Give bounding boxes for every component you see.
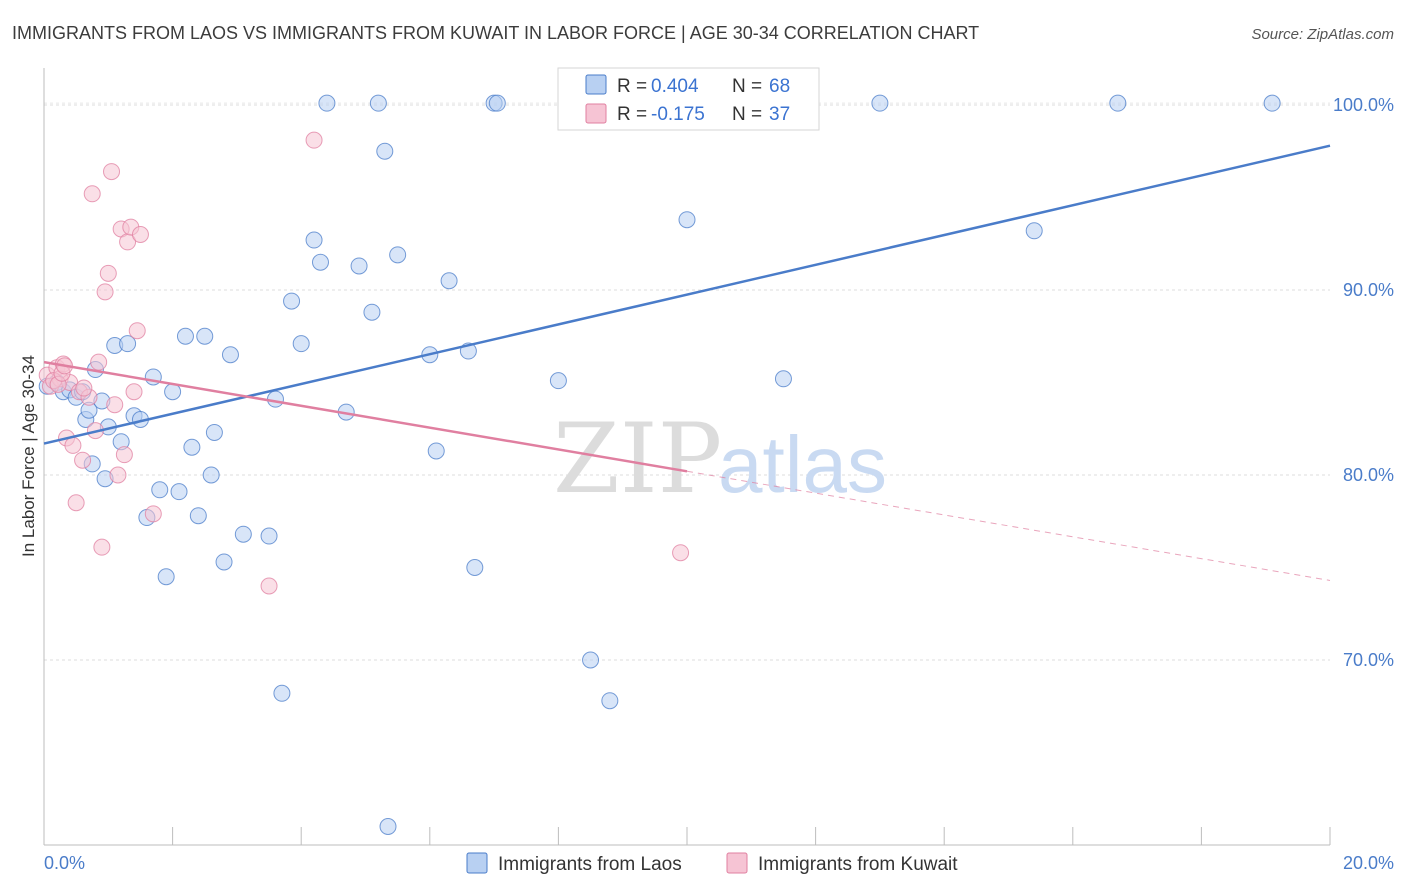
bottom-legend-swatch-kuwait [726, 852, 748, 874]
legend-n-value-kuwait: 37 [769, 104, 790, 125]
point-laos [549, 372, 567, 390]
legend-n-label-laos: N = [732, 76, 762, 97]
point-laos [266, 390, 284, 408]
gridlines [44, 102, 1330, 661]
point-kuwait [106, 396, 124, 414]
point-laos [871, 94, 889, 112]
point-laos [466, 559, 484, 576]
point-laos [215, 553, 233, 571]
point-kuwait [131, 226, 149, 243]
bottom-legend-label-laos: Immigrants from Laos [498, 854, 682, 875]
point-laos [189, 507, 207, 525]
x-tick-label-max: 20.0% [1343, 853, 1394, 873]
point-kuwait [109, 466, 127, 484]
legend-swatch-laos [585, 74, 607, 95]
point-laos [205, 423, 223, 441]
point-kuwait [74, 451, 92, 469]
trend-line-laos [43, 144, 1331, 445]
point-laos [234, 525, 252, 543]
point-laos [1025, 222, 1043, 240]
point-kuwait [305, 131, 323, 149]
point-laos [283, 292, 301, 310]
point-kuwait [64, 436, 82, 454]
watermark-zip: ZIP [553, 403, 722, 515]
chart-title: IMMIGRANTS FROM LAOS VS IMMIGRANTS FROM … [12, 23, 979, 43]
point-laos [427, 442, 445, 460]
point-laos [350, 257, 368, 275]
point-kuwait [90, 353, 108, 371]
point-kuwait [83, 185, 101, 203]
point-laos [440, 272, 458, 290]
point-laos [183, 438, 201, 456]
y-tick-label: 90.0% [1343, 280, 1394, 300]
watermark-atlas: atlas [718, 420, 887, 509]
point-laos [157, 568, 175, 586]
point-laos [376, 142, 394, 160]
series-legend: Immigrants from Laos Immigrants from Kuw… [466, 852, 958, 875]
legend-r-label-kuwait: R = [617, 104, 647, 125]
point-laos [221, 346, 239, 364]
point-laos [488, 94, 506, 112]
point-laos [292, 335, 310, 353]
series-kuwait-points [38, 131, 690, 595]
x-tick-marks [43, 827, 1331, 845]
point-kuwait [128, 322, 146, 340]
y-tick-label: 100.0% [1333, 95, 1394, 115]
point-laos [582, 651, 600, 669]
x-tick-label-min: 0.0% [44, 853, 85, 873]
point-laos [1263, 94, 1281, 112]
legend-n-value-laos: 68 [769, 76, 790, 97]
legend-r-value-laos: 0.404 [651, 76, 699, 97]
trend-lines [43, 144, 1331, 581]
point-laos [202, 466, 220, 484]
point-kuwait [67, 494, 85, 512]
point-laos [363, 303, 381, 321]
point-laos [389, 246, 407, 264]
point-laos [369, 94, 387, 112]
point-laos [151, 481, 169, 499]
point-laos [318, 94, 336, 112]
y-tick-label: 80.0% [1343, 465, 1394, 485]
correlation-legend: R = 0.404 N = 68 R = -0.175 N = 37 [557, 67, 820, 131]
point-laos [678, 211, 696, 229]
y-tick-labels: 70.0% 80.0% 90.0% 100.0% [1333, 95, 1394, 670]
point-kuwait [260, 577, 278, 595]
y-tick-label: 70.0% [1343, 650, 1394, 670]
legend-r-label-laos: R = [617, 76, 647, 97]
y-axis-label: In Labor Force | Age 30-34 [19, 355, 38, 557]
point-laos [170, 483, 188, 501]
point-laos [379, 818, 397, 835]
point-laos [311, 253, 329, 271]
point-kuwait [75, 379, 93, 397]
bottom-legend-swatch-laos [466, 852, 488, 874]
trend-line-kuwait [43, 360, 688, 473]
point-kuwait [144, 505, 162, 523]
point-laos [196, 327, 214, 345]
chart-source: Source: ZipAtlas.com [1251, 26, 1394, 43]
point-laos [176, 327, 194, 345]
point-laos [119, 335, 137, 353]
point-laos [260, 527, 278, 545]
point-laos [601, 692, 619, 710]
legend-n-label-kuwait: N = [732, 104, 762, 125]
legend-r-value-kuwait: -0.175 [651, 104, 705, 125]
point-kuwait [125, 383, 143, 401]
point-laos [774, 370, 792, 388]
point-laos [305, 231, 323, 249]
watermark: ZIP atlas [553, 403, 887, 515]
point-kuwait [99, 264, 117, 282]
point-laos [1109, 94, 1127, 112]
bottom-legend-label-kuwait: Immigrants from Kuwait [758, 854, 958, 875]
point-kuwait [115, 446, 133, 464]
trend-line-kuwait-extension [686, 470, 1331, 581]
point-kuwait [672, 544, 690, 562]
legend-swatch-kuwait [585, 103, 607, 124]
point-laos [273, 684, 291, 702]
point-kuwait [93, 538, 111, 556]
point-kuwait [103, 163, 121, 181]
point-kuwait [96, 283, 114, 301]
